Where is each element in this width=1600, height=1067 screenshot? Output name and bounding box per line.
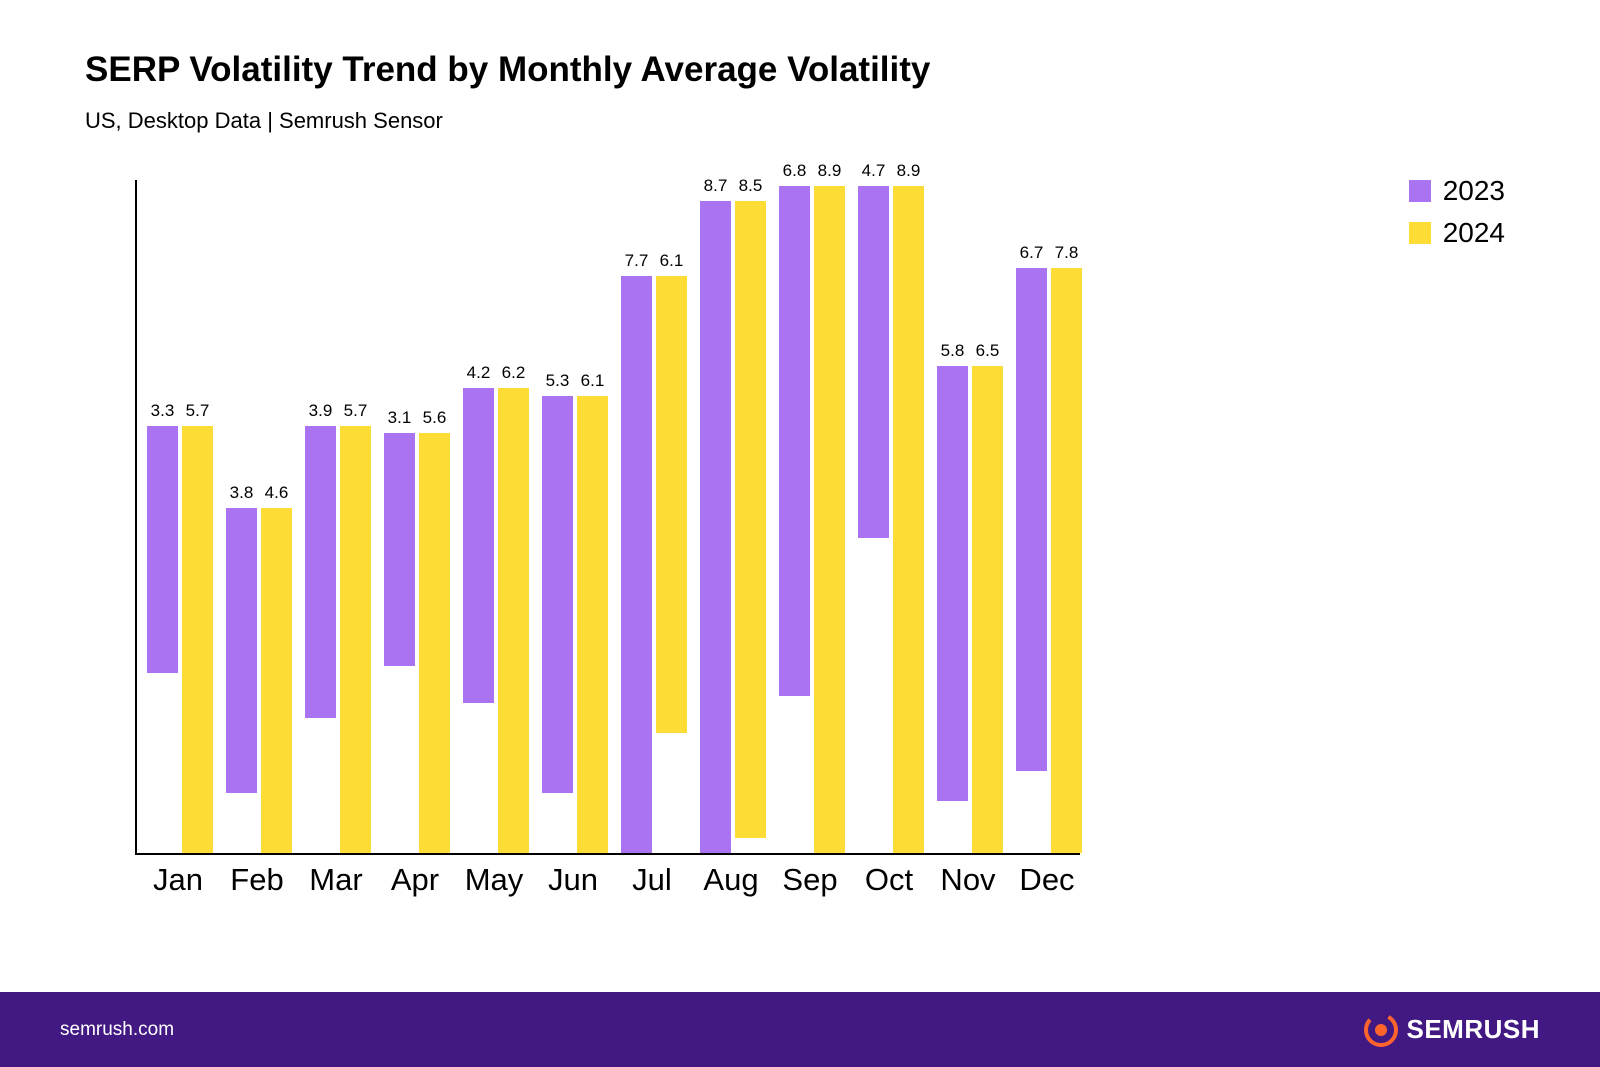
chart-container: 3.35.73.84.63.95.73.15.64.26.25.36.17.76…	[135, 180, 1080, 855]
bar: 4.2	[463, 388, 494, 703]
legend-label: 2024	[1443, 217, 1505, 249]
footer-logo: SEMRUSH	[1364, 1013, 1540, 1047]
legend-item: 2024	[1409, 217, 1505, 249]
bar-value-label: 3.1	[388, 408, 412, 428]
chart-area: 3.35.73.84.63.95.73.15.64.26.25.36.17.76…	[135, 180, 1080, 855]
bar-value-label: 6.7	[1020, 243, 1044, 263]
bar-value-label: 5.7	[344, 401, 368, 421]
month-group: 6.77.8	[1016, 268, 1082, 853]
bar-value-label: 3.9	[309, 401, 333, 421]
bar-value-label: 8.7	[704, 176, 728, 196]
chart-legend: 2023 2024	[1409, 175, 1505, 259]
bar: 5.3	[542, 396, 573, 794]
x-axis-label: Apr	[391, 862, 439, 898]
bar: 5.7	[182, 426, 213, 854]
month-group: 3.35.7	[147, 426, 213, 854]
x-axis-label: Sep	[782, 862, 837, 898]
bar: 7.7	[621, 276, 652, 854]
x-axis-label: Dec	[1019, 862, 1074, 898]
x-axis-label: Jan	[153, 862, 203, 898]
bar-value-label: 4.7	[862, 161, 886, 181]
legend-label: 2023	[1443, 175, 1505, 207]
x-axis-label: Nov	[940, 862, 995, 898]
legend-swatch	[1409, 180, 1431, 202]
month-group: 4.78.9	[858, 186, 924, 854]
month-group: 4.26.2	[463, 388, 529, 853]
bar-value-label: 6.2	[502, 363, 526, 383]
bar-value-label: 3.3	[151, 401, 175, 421]
x-axis-label: Aug	[703, 862, 758, 898]
chart-title: SERP Volatility Trend by Monthly Average…	[85, 50, 1600, 90]
x-axis-label: Oct	[865, 862, 913, 898]
bar: 5.6	[419, 433, 450, 853]
footer-brand: SEMRUSH	[1406, 1014, 1540, 1045]
legend-item: 2023	[1409, 175, 1505, 207]
bar-value-label: 4.6	[265, 483, 289, 503]
bar-value-label: 8.9	[818, 161, 842, 181]
month-group: 5.36.1	[542, 396, 608, 854]
month-group: 3.95.7	[305, 426, 371, 854]
x-axis-label: May	[465, 862, 524, 898]
bar-value-label: 6.8	[783, 161, 807, 181]
bar: 5.8	[937, 366, 968, 801]
legend-swatch	[1409, 222, 1431, 244]
month-group: 5.86.5	[937, 366, 1003, 854]
bar: 6.1	[577, 396, 608, 854]
x-axis-label: Jul	[632, 862, 672, 898]
month-group: 7.76.1	[621, 276, 687, 854]
bar-value-label: 4.2	[467, 363, 491, 383]
footer-url: semrush.com	[60, 1019, 174, 1041]
bar-value-label: 8.5	[739, 176, 763, 196]
x-axis-label: Jun	[548, 862, 598, 898]
bar: 8.5	[735, 201, 766, 839]
chart-subtitle: US, Desktop Data | Semrush Sensor	[85, 108, 1600, 134]
month-group: 3.15.6	[384, 433, 450, 853]
month-group: 3.84.6	[226, 508, 292, 853]
bar: 4.6	[261, 508, 292, 853]
x-axis-label: Mar	[309, 862, 362, 898]
bar-value-label: 8.9	[897, 161, 921, 181]
bar-value-label: 5.8	[941, 341, 965, 361]
bar-value-label: 6.1	[660, 251, 684, 271]
bar: 6.5	[972, 366, 1003, 854]
bar: 6.2	[498, 388, 529, 853]
bar: 4.7	[858, 186, 889, 539]
bar: 8.9	[814, 186, 845, 854]
bar-value-label: 6.5	[976, 341, 1000, 361]
bar: 3.1	[384, 433, 415, 666]
chart-header: SERP Volatility Trend by Monthly Average…	[0, 0, 1600, 134]
semrush-logo-icon	[1364, 1013, 1398, 1047]
footer: semrush.com SEMRUSH	[0, 992, 1600, 1067]
bar-value-label: 3.8	[230, 483, 254, 503]
bar-value-label: 5.7	[186, 401, 210, 421]
bar-value-label: 7.8	[1055, 243, 1079, 263]
bar-value-label: 5.3	[546, 371, 570, 391]
bar-value-label: 7.7	[625, 251, 649, 271]
bar-value-label: 6.1	[581, 371, 605, 391]
bar: 6.1	[656, 276, 687, 734]
bar: 8.9	[893, 186, 924, 854]
month-group: 8.78.5	[700, 201, 766, 854]
bar-value-label: 5.6	[423, 408, 447, 428]
bar: 7.8	[1051, 268, 1082, 853]
bar: 6.7	[1016, 268, 1047, 771]
bar: 3.8	[226, 508, 257, 793]
month-group: 6.88.9	[779, 186, 845, 854]
bar: 5.7	[340, 426, 371, 854]
x-axis-label: Feb	[230, 862, 283, 898]
bar: 6.8	[779, 186, 810, 696]
bar: 3.9	[305, 426, 336, 719]
bar: 3.3	[147, 426, 178, 674]
bar: 8.7	[700, 201, 731, 854]
